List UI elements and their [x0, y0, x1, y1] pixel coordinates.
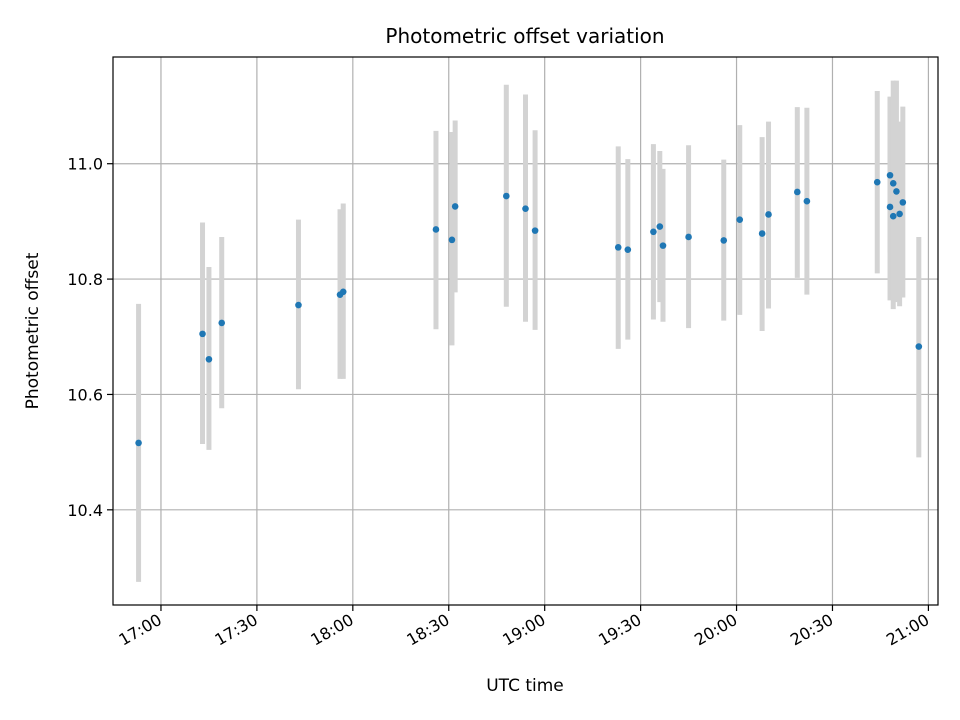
data-point	[503, 192, 510, 200]
data-point	[794, 188, 801, 196]
data-point	[896, 210, 903, 218]
data-point	[886, 171, 894, 179]
data-point	[765, 211, 772, 218]
data-point	[199, 330, 206, 338]
data-point	[803, 197, 811, 205]
plot-frame	[112, 56, 939, 606]
data-point	[339, 288, 347, 296]
data-point	[432, 226, 440, 233]
data-point	[650, 228, 657, 236]
data-point	[886, 203, 894, 211]
data-points	[135, 171, 923, 447]
data-point	[889, 180, 897, 187]
x-axis-label: UTC time	[486, 676, 564, 696]
y-axis-label: Photometric offset	[23, 252, 43, 409]
data-point	[889, 212, 897, 220]
data-point	[522, 205, 529, 213]
chart-title: Photometric offset variation	[385, 24, 664, 48]
y-tick-label: 10.8	[67, 270, 103, 289]
y-tick-label: 10.6	[67, 385, 103, 404]
data-point	[899, 199, 907, 206]
data-point	[873, 178, 881, 186]
data-point	[451, 203, 459, 210]
data-point	[736, 216, 744, 223]
data-point	[614, 244, 622, 251]
data-point	[758, 230, 766, 237]
data-point	[295, 301, 302, 309]
data-point	[659, 242, 667, 249]
data-point	[531, 227, 539, 234]
data-point	[685, 233, 692, 241]
data-point	[135, 439, 142, 447]
data-point	[656, 223, 664, 230]
data-point	[720, 237, 728, 244]
data-point	[218, 319, 226, 327]
data-point	[893, 188, 900, 195]
data-point	[448, 236, 456, 244]
data-point	[915, 343, 923, 350]
data-point	[205, 355, 213, 363]
y-tick-label: 11.0	[67, 155, 103, 174]
data-point	[624, 246, 632, 253]
y-tick-label: 10.4	[67, 501, 103, 520]
